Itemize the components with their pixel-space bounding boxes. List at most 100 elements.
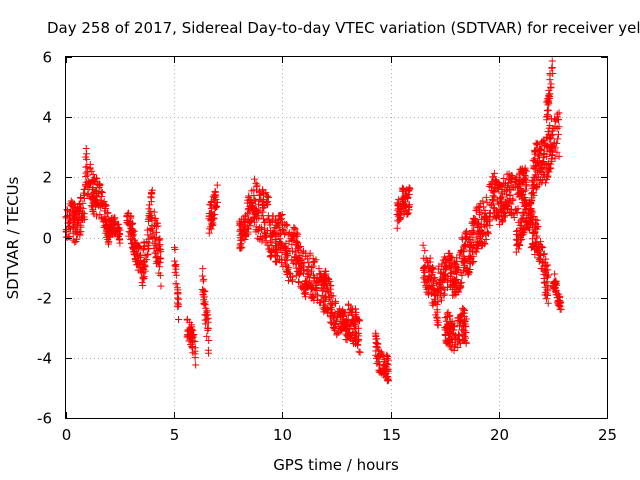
data-point bbox=[292, 241, 300, 249]
data-point bbox=[498, 218, 506, 226]
data-point bbox=[519, 210, 527, 218]
data-point bbox=[141, 252, 149, 260]
data-point bbox=[335, 307, 343, 315]
data-point bbox=[304, 270, 312, 278]
data-point bbox=[537, 176, 545, 184]
data-point bbox=[203, 332, 211, 340]
data-point bbox=[441, 271, 449, 279]
data-point bbox=[135, 256, 143, 264]
data-point bbox=[285, 264, 293, 272]
data-point bbox=[281, 256, 289, 264]
data-point bbox=[540, 274, 548, 282]
data-point bbox=[546, 76, 554, 84]
data-point bbox=[534, 254, 542, 262]
data-point bbox=[544, 128, 552, 136]
data-point bbox=[472, 233, 480, 241]
data-point bbox=[355, 317, 363, 325]
data-point bbox=[291, 232, 299, 240]
data-point bbox=[459, 257, 467, 265]
data-point bbox=[236, 220, 244, 228]
data-point bbox=[543, 112, 551, 120]
data-point bbox=[515, 245, 523, 253]
data-point bbox=[148, 188, 156, 196]
data-point bbox=[551, 270, 559, 278]
data-point bbox=[140, 275, 148, 283]
data-point bbox=[537, 160, 545, 168]
data-point bbox=[421, 265, 429, 273]
data-point bbox=[459, 331, 467, 339]
data-point bbox=[268, 248, 276, 256]
data-point bbox=[116, 226, 124, 234]
data-point bbox=[482, 217, 490, 225]
data-point bbox=[208, 216, 216, 224]
data-point bbox=[256, 191, 264, 199]
data-point bbox=[292, 248, 300, 256]
data-point bbox=[516, 233, 524, 241]
data-point bbox=[545, 147, 553, 155]
data-point bbox=[290, 232, 298, 240]
x-tick-label: 15 bbox=[382, 426, 401, 444]
data-point bbox=[398, 184, 406, 192]
data-point bbox=[88, 190, 96, 198]
data-point bbox=[445, 261, 453, 269]
data-point bbox=[527, 200, 535, 208]
data-point bbox=[516, 242, 524, 250]
data-point bbox=[345, 301, 353, 309]
data-point bbox=[203, 307, 211, 315]
data-point bbox=[544, 98, 552, 106]
data-point bbox=[302, 277, 310, 285]
x-tick-label: 0 bbox=[62, 426, 72, 444]
data-point bbox=[171, 244, 179, 252]
data-point bbox=[372, 335, 380, 343]
data-point bbox=[205, 336, 213, 344]
data-point bbox=[147, 198, 155, 206]
data-point bbox=[328, 301, 336, 309]
data-point bbox=[106, 233, 114, 241]
data-point bbox=[77, 221, 85, 229]
data-point bbox=[505, 185, 513, 193]
data-point bbox=[454, 266, 462, 274]
data-point bbox=[261, 231, 269, 239]
data-point bbox=[454, 314, 462, 322]
data-point bbox=[153, 244, 161, 252]
data-point bbox=[393, 224, 401, 232]
data-point bbox=[172, 260, 180, 268]
data-point bbox=[436, 293, 444, 301]
data-point bbox=[107, 217, 115, 225]
data-point bbox=[252, 226, 260, 234]
data-point bbox=[98, 214, 106, 222]
data-point bbox=[200, 293, 208, 301]
data-point bbox=[151, 214, 159, 222]
data-point bbox=[95, 202, 103, 210]
data-point bbox=[429, 268, 437, 276]
data-point bbox=[461, 242, 469, 250]
data-point bbox=[538, 244, 546, 252]
data-point bbox=[553, 291, 561, 299]
data-point bbox=[186, 318, 194, 326]
data-point bbox=[486, 209, 494, 217]
data-point bbox=[374, 353, 382, 361]
data-point bbox=[373, 339, 381, 347]
data-point bbox=[80, 213, 88, 221]
data-point bbox=[460, 309, 468, 317]
data-point bbox=[458, 234, 466, 242]
data-point bbox=[280, 244, 288, 252]
data-point bbox=[491, 183, 499, 191]
data-point bbox=[539, 259, 547, 267]
data-point bbox=[171, 268, 179, 276]
y-tick-label: 0 bbox=[42, 230, 52, 248]
data-point bbox=[548, 63, 556, 71]
data-point bbox=[537, 146, 545, 154]
data-point bbox=[541, 267, 549, 275]
data-point bbox=[529, 156, 537, 164]
data-point bbox=[504, 202, 512, 210]
data-point bbox=[242, 231, 250, 239]
data-point bbox=[106, 233, 114, 241]
data-point bbox=[551, 283, 559, 291]
data-point bbox=[533, 232, 541, 240]
data-point bbox=[428, 299, 436, 307]
data-point bbox=[447, 276, 455, 284]
data-point bbox=[156, 263, 164, 271]
data-point bbox=[374, 340, 382, 348]
data-points bbox=[62, 57, 565, 385]
